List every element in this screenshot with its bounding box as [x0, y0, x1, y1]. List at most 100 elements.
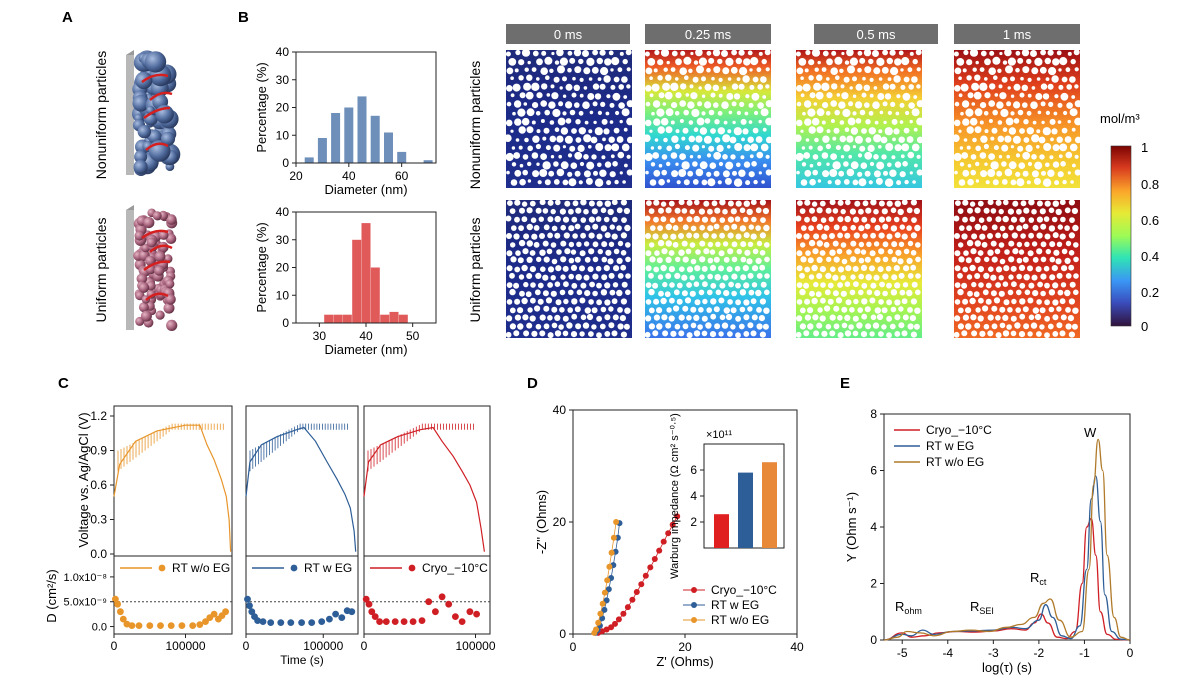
particle [661, 314, 668, 321]
particle [797, 200, 803, 207]
particle [1028, 199, 1035, 206]
particle [1065, 151, 1073, 159]
particle [570, 331, 578, 338]
particle [808, 274, 815, 280]
particle [835, 75, 840, 80]
particle [617, 307, 623, 313]
particle [1022, 151, 1031, 160]
particle [807, 323, 814, 330]
particle [886, 233, 893, 240]
particle [858, 289, 864, 296]
particle [618, 84, 624, 90]
particle [551, 322, 558, 329]
particle [954, 170, 958, 175]
particle [558, 154, 562, 159]
particle [906, 289, 913, 297]
particle [973, 291, 980, 298]
particle [862, 76, 866, 81]
particle [985, 180, 990, 185]
particle [826, 77, 830, 81]
particle [666, 307, 672, 313]
diffusion-point [210, 610, 218, 618]
particle [734, 265, 741, 272]
inset-multiplier: ×10¹¹ [706, 429, 732, 441]
particle [869, 93, 874, 98]
particle [743, 58, 751, 66]
particle [542, 161, 551, 170]
particle [801, 225, 807, 231]
particle [681, 161, 690, 170]
particle [518, 239, 526, 247]
particle [739, 207, 746, 214]
particle [995, 266, 1003, 273]
particle [650, 146, 655, 150]
y-tick-label: 30 [276, 233, 290, 247]
particle [678, 330, 685, 337]
particle [744, 111, 749, 116]
particle-sphere [154, 251, 166, 262]
particle [899, 171, 906, 178]
particle [759, 298, 767, 305]
particle [894, 144, 902, 152]
particle [869, 331, 875, 337]
particle [994, 93, 999, 97]
particle [805, 250, 811, 256]
particle [715, 241, 721, 247]
particle [695, 48, 703, 57]
particle [796, 299, 803, 305]
particle [983, 207, 990, 214]
particle [1071, 207, 1078, 215]
voltage-curve [363, 426, 485, 552]
particle [547, 282, 553, 288]
particle [832, 136, 837, 141]
particle [995, 282, 1001, 288]
particle [879, 110, 884, 115]
particle [1069, 76, 1076, 83]
particle [854, 200, 861, 207]
particle [740, 118, 747, 125]
particle [613, 265, 620, 272]
histogram-bar [398, 314, 408, 323]
particle [1052, 331, 1059, 337]
particle [573, 84, 580, 92]
legend-marker [290, 564, 298, 572]
particle [960, 83, 969, 92]
particle [543, 224, 550, 231]
particle [962, 118, 970, 126]
particle [591, 208, 598, 215]
particle [833, 224, 840, 231]
particle [697, 101, 703, 107]
particle [1008, 240, 1015, 247]
particle [568, 257, 575, 264]
particle [843, 161, 849, 167]
particle [756, 151, 764, 159]
particle [562, 179, 569, 186]
particle [661, 169, 667, 176]
particle [1002, 215, 1009, 223]
particle [873, 274, 880, 281]
particle [600, 101, 606, 107]
x-tick-label: 40 [359, 329, 373, 343]
particle [749, 68, 753, 72]
particle [736, 162, 741, 168]
particle [606, 94, 611, 99]
particle [652, 282, 659, 289]
particle [645, 85, 652, 92]
particle [584, 290, 591, 297]
diffusion-point [246, 602, 253, 610]
particle [866, 289, 873, 296]
particle [536, 162, 540, 166]
particle [608, 272, 615, 279]
diffusion-point [382, 618, 390, 625]
particle [1059, 57, 1068, 66]
particle [988, 119, 993, 123]
particle [984, 129, 989, 134]
particle [732, 170, 737, 176]
particle [829, 314, 836, 321]
particle [1042, 127, 1051, 136]
particle [527, 179, 532, 183]
particle [654, 250, 660, 256]
particle [530, 282, 536, 288]
particle [515, 250, 521, 256]
particle [527, 161, 532, 167]
